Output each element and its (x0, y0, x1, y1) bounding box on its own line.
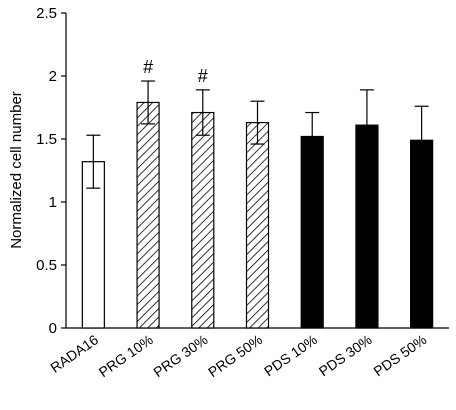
y-tick-label: 0.5 (36, 257, 57, 274)
bar (245, 122, 270, 329)
y-tick-label: 2.5 (36, 5, 57, 22)
category-label: PDS 30% (316, 331, 375, 379)
category-label: PDS 50% (370, 331, 429, 379)
y-axis-label: Normalized cell number (8, 91, 25, 249)
significance-mark: # (143, 57, 153, 77)
y-tick-label: 0 (49, 320, 57, 337)
category-label: PDS 10% (261, 331, 320, 379)
category-label: PRG 50% (205, 331, 265, 380)
bar (300, 135, 324, 329)
plot-area: 0 0.5 1 1.5 2 2.5 RADA16 # PRG 10% # PRG 30%PRG 50… (36, 5, 449, 380)
y-tick-label: 1.5 (36, 131, 57, 148)
significance-mark: # (198, 66, 208, 86)
category-label: PRG 30% (150, 331, 210, 380)
category-label: RADA16 (47, 331, 101, 375)
bar (191, 111, 215, 329)
category-label: PRG 10% (96, 331, 156, 380)
bar (136, 101, 160, 329)
y-tick-label: 1 (49, 194, 57, 211)
y-tick-label: 2 (49, 68, 57, 85)
